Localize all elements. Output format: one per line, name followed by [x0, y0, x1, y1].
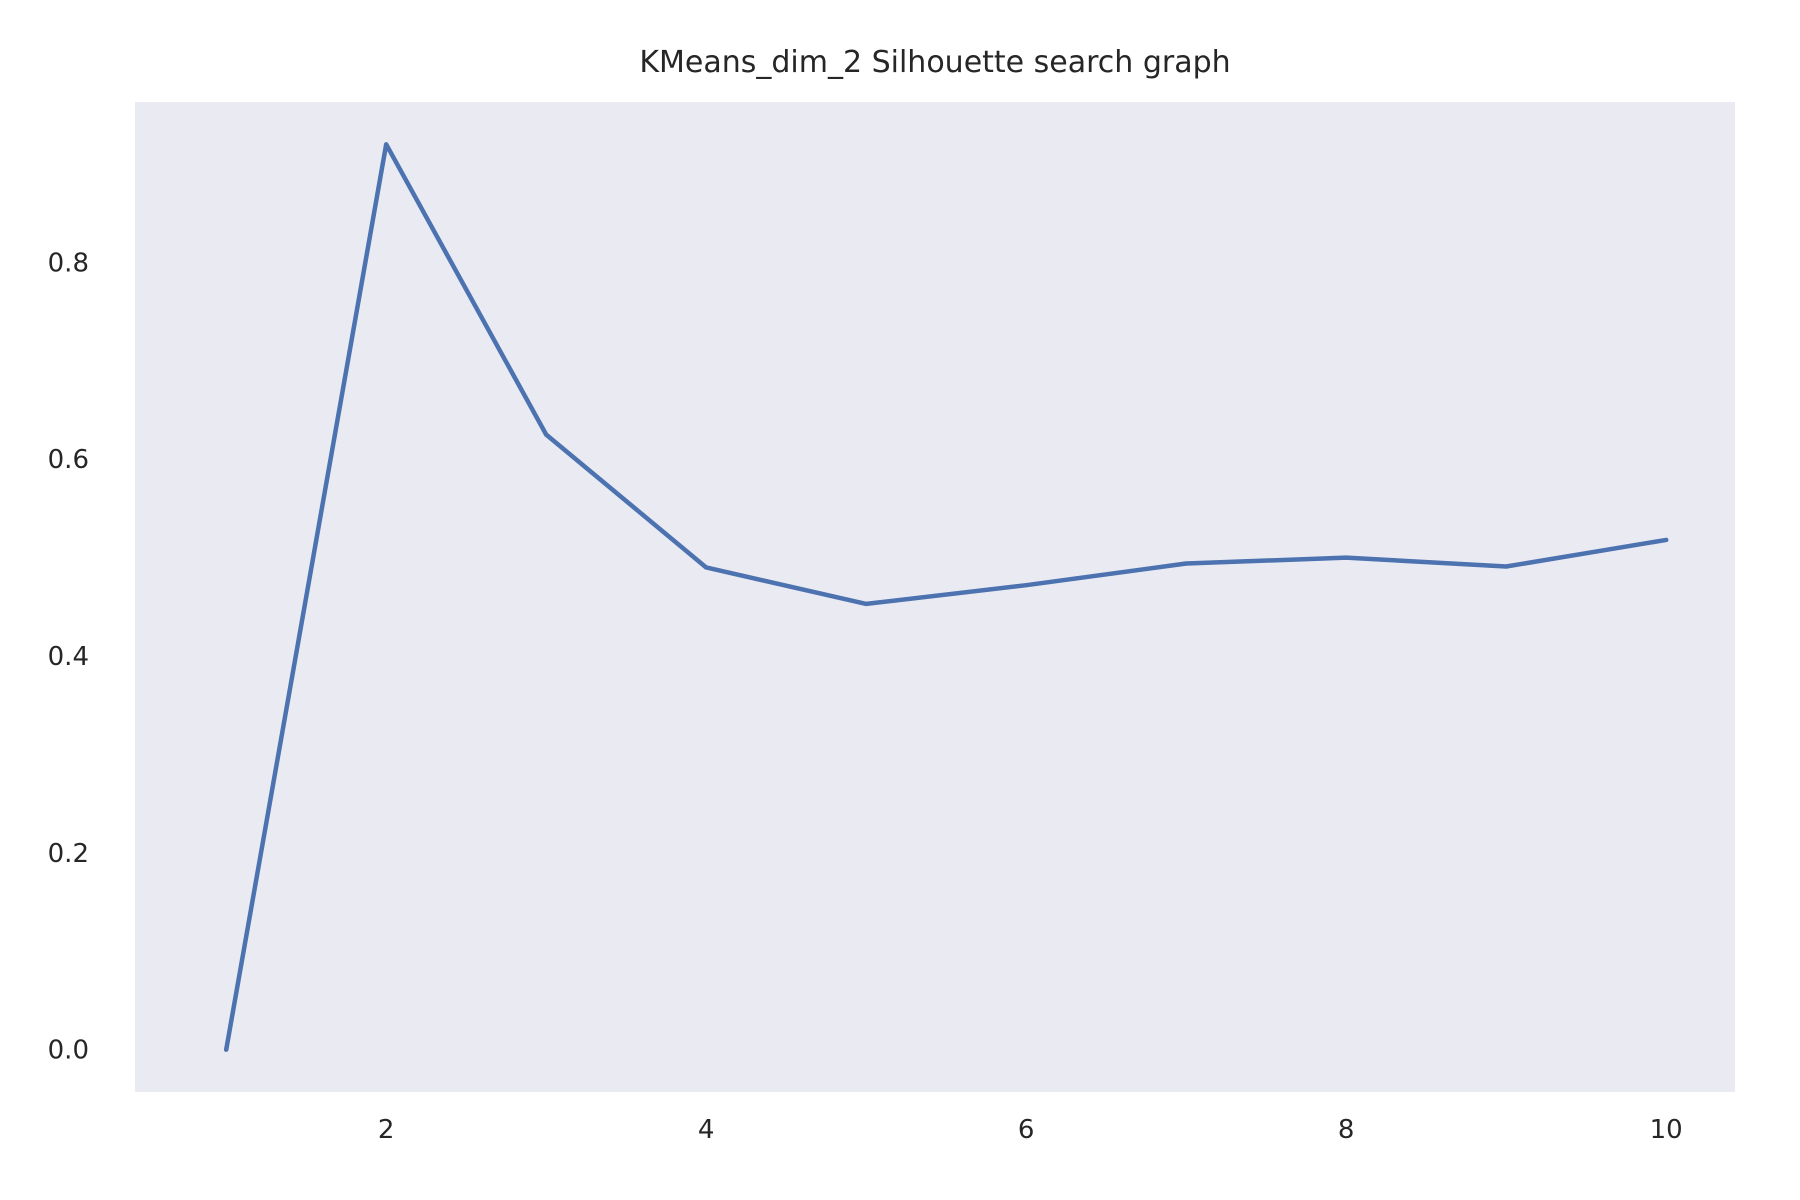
- data-point: [224, 1047, 229, 1052]
- x-tick-label: 10: [1650, 1115, 1683, 1145]
- data-point: [1344, 555, 1349, 560]
- data-point: [1504, 564, 1509, 569]
- data-point: [1664, 537, 1669, 542]
- y-tick-label: 0.2: [48, 839, 89, 869]
- data-point: [1024, 583, 1029, 588]
- x-tick-label: 2: [378, 1115, 395, 1145]
- x-tick-label: 8: [1338, 1115, 1355, 1145]
- y-axis-ticks: 0.0 0.2 0.4 0.6 0.8: [48, 248, 89, 1065]
- y-tick-label: 0.4: [48, 642, 89, 672]
- x-tick-label: 4: [698, 1115, 715, 1145]
- data-point: [864, 601, 869, 606]
- data-point: [384, 142, 389, 147]
- data-point: [704, 565, 709, 570]
- x-tick-label: 6: [1018, 1115, 1035, 1145]
- data-point: [544, 432, 549, 437]
- series-line: [223, 142, 1669, 1052]
- y-tick-label: 0.0: [48, 1036, 89, 1066]
- series-layer: [223, 142, 1669, 1052]
- chart-title: KMeans_dim_2 Silhouette search graph: [639, 45, 1230, 80]
- data-point: [1184, 561, 1189, 566]
- x-axis-ticks: 2 4 6 8 10: [378, 1115, 1683, 1145]
- y-tick-label: 0.6: [48, 445, 89, 475]
- y-tick-label: 0.8: [48, 248, 89, 278]
